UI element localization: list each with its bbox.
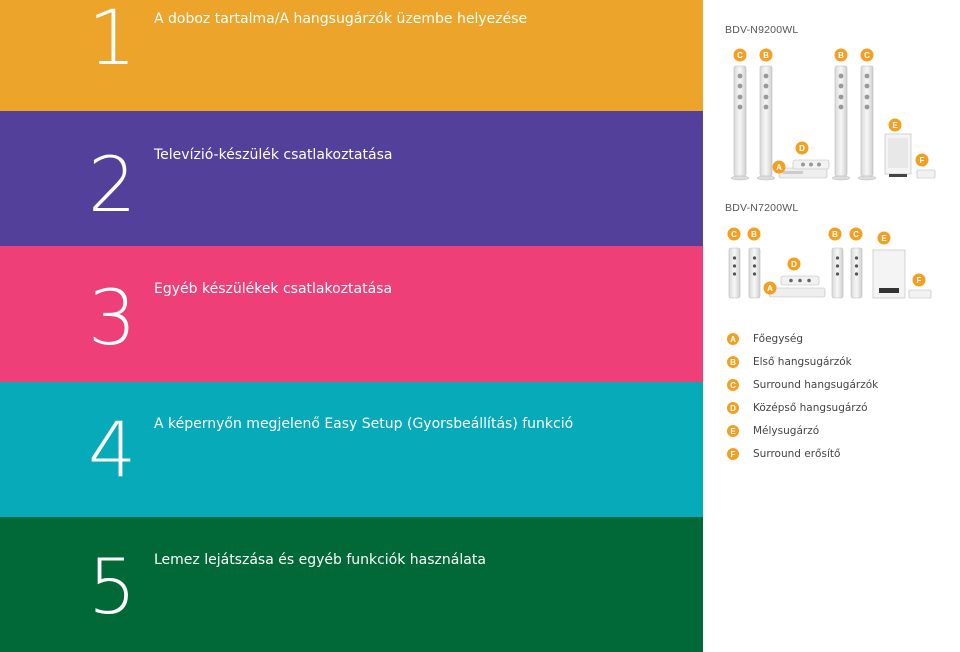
legend-item: B Első hangsugárzók <box>727 354 852 370</box>
step-number: 5 <box>88 542 136 631</box>
step-3[interactable]: 3 Egyéb készülékek csatlakoztatása <box>0 246 703 382</box>
legend-key: C <box>727 379 739 391</box>
legend-text: Középső hangsugárzó <box>753 402 868 414</box>
step-title: A doboz tartalma/A hangsugárzók üzembe h… <box>154 11 528 27</box>
label-a: A <box>776 163 782 172</box>
legend-key: F <box>727 448 739 460</box>
step-number: 1 <box>88 0 136 82</box>
label-b: B <box>751 230 757 239</box>
step-number: 3 <box>88 273 136 362</box>
step-title: A képernyőn megjelenő Easy Setup (Gyorsb… <box>154 416 574 432</box>
main-unit <box>778 167 828 179</box>
label-f: F <box>920 156 925 165</box>
model-name: BDV-N7200WL <box>725 202 799 214</box>
speaker-b-left <box>748 247 761 299</box>
product-panel: BDV-N9200WL <box>703 0 960 652</box>
speaker-system-diagram: C B B C A D E F <box>730 48 936 181</box>
step-title: Lemez lejátszása és egyéb funkciók haszn… <box>154 552 486 568</box>
legend-item: A Főegység <box>727 331 803 347</box>
step-1[interactable]: 1 A doboz tartalma/A hangsugárzók üzembe… <box>0 0 703 111</box>
label-c: C <box>864 51 870 60</box>
legend-item: E Mélysugárzó <box>727 423 819 439</box>
main-unit <box>768 287 826 298</box>
label-b: B <box>763 51 769 60</box>
subwoofer <box>884 133 912 177</box>
legend-text: Mélysugárzó <box>753 425 820 437</box>
label-b: B <box>832 230 838 239</box>
label-c: C <box>737 51 743 60</box>
step-4[interactable]: 4 A képernyőn megjelenő Easy Setup (Gyor… <box>0 382 703 517</box>
model-name: BDV-N9200WL <box>725 24 799 36</box>
speaker-b-right <box>831 247 844 299</box>
label-c: C <box>853 230 859 239</box>
label-d: D <box>799 144 805 153</box>
legend-key: D <box>727 402 739 414</box>
step-title: Televízió-készülék csatlakoztatása <box>154 147 393 163</box>
label-e: E <box>881 234 887 243</box>
legend-text: Első hangsugárzók <box>753 356 852 368</box>
speaker-b-left <box>756 65 776 181</box>
speaker-c-right <box>857 65 877 181</box>
legend-key: B <box>727 356 739 368</box>
step-number: 2 <box>88 140 136 229</box>
label-a: A <box>767 284 773 293</box>
legend-text: Surround erősítő <box>753 448 841 460</box>
legend-text: Főegység <box>753 333 804 345</box>
legend-key: E <box>727 425 739 437</box>
surround-amplifier <box>908 289 932 299</box>
label-f: F <box>917 276 922 285</box>
speaker-system-diagram: C B B C E D A F <box>727 227 932 299</box>
legend-item: F Surround erősítő <box>727 446 840 462</box>
step-5[interactable]: 5 Lemez lejátszása és egyéb funkciók has… <box>0 517 703 652</box>
step-title: Egyéb készülékek csatlakoztatása <box>154 281 393 297</box>
center-speaker <box>792 159 830 170</box>
step-2[interactable]: 2 Televízió-készülék csatlakoztatása <box>0 111 703 246</box>
legend-key: A <box>727 333 739 345</box>
steps-panel: 1 A doboz tartalma/A hangsugárzók üzembe… <box>0 0 703 652</box>
legend-item: D Középső hangsugárzó <box>727 400 868 416</box>
legend-text: Surround hangsugárzók <box>753 379 879 391</box>
label-d: D <box>791 260 797 269</box>
subwoofer <box>872 249 906 299</box>
speaker-c-left <box>728 247 741 299</box>
speaker-c-right <box>850 247 863 299</box>
center-speaker <box>780 275 820 286</box>
label-b: B <box>838 51 844 60</box>
speaker-c-left <box>730 65 750 181</box>
label-e: E <box>892 121 898 130</box>
legend-item: C Surround hangsugárzók <box>727 377 878 393</box>
step-number: 4 <box>88 405 136 494</box>
surround-amplifier <box>916 169 936 179</box>
speaker-b-right <box>831 65 851 181</box>
label-c: C <box>731 230 737 239</box>
